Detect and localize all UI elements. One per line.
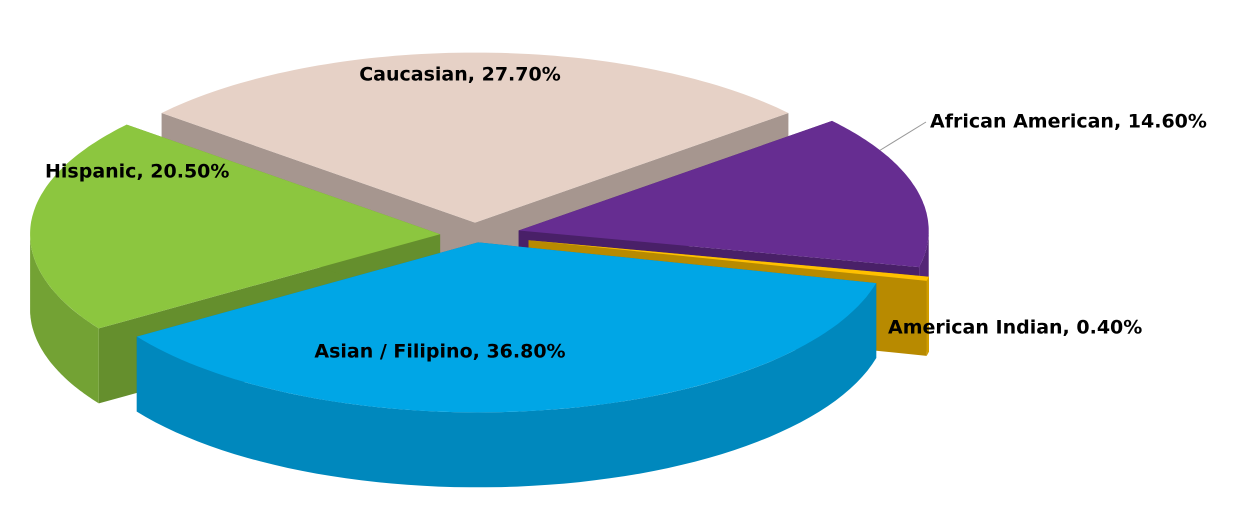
slice-wall xyxy=(30,234,99,404)
slice xyxy=(136,242,877,488)
data-label: American Indian, 0.40% xyxy=(888,317,1142,339)
slice-top xyxy=(30,124,441,329)
data-label: Hispanic, 20.50% xyxy=(45,161,229,183)
slice-top xyxy=(161,52,789,223)
leader-line xyxy=(879,121,927,151)
data-label: Asian / Filipino, 36.80% xyxy=(314,341,565,363)
data-label: African American, 14.60% xyxy=(930,111,1207,133)
slice-top xyxy=(528,240,929,281)
slice-wall xyxy=(926,276,929,356)
data-label: Caucasian, 27.70% xyxy=(359,64,561,86)
slice-wall xyxy=(136,283,877,488)
slice-top xyxy=(518,120,929,268)
slice-top xyxy=(136,242,877,413)
